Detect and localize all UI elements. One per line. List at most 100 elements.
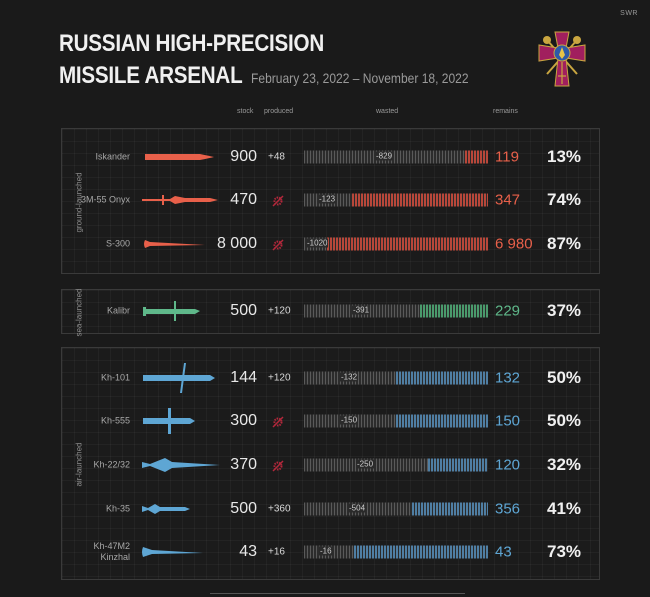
wasted-segment: -16 — [304, 545, 354, 559]
remains-percent: 50% — [547, 411, 582, 430]
wasted-value: -132 — [340, 372, 359, 382]
missile-name: Kalibr — [106, 305, 130, 316]
missile-name: Iskander — [95, 151, 130, 162]
table-row: Kh-101 144 +120 -132 132 50% — [0, 363, 650, 393]
remains-value: 120 — [495, 456, 521, 474]
stock-value: 470 — [230, 191, 257, 208]
remaining-bar: -1020 — [304, 237, 488, 251]
missile-silhouette-icon — [143, 408, 195, 434]
table-row: Iskander 900 +48 -829 119 13% — [0, 142, 650, 172]
date-range: February 23, 2022 – November 18, 2022 — [251, 70, 469, 86]
remaining-bar: -150 — [304, 414, 488, 428]
missile-silhouette-icon — [142, 504, 190, 514]
stock-value: 300 — [230, 412, 257, 429]
missile-name: Kh-555 — [100, 415, 130, 426]
wasted-value: -150 — [340, 415, 359, 425]
remains-segment — [352, 193, 488, 207]
missile-name: Kh-22/32 — [93, 459, 130, 470]
stock-value: 500 — [230, 500, 257, 517]
remains-percent: 73% — [547, 542, 582, 561]
remains-percent: 50% — [547, 368, 582, 387]
stock-value: 8 000 — [216, 235, 257, 252]
column-header-produced: produced — [264, 108, 294, 115]
column-header-stock: stock — [237, 108, 254, 115]
missile-silhouette-icon — [143, 363, 215, 393]
wasted-value: -504 — [348, 503, 367, 513]
remains-segment — [396, 414, 488, 428]
remains-value: 43 — [495, 543, 512, 561]
remains-value: 356 — [495, 500, 521, 518]
stock-value: 500 — [230, 302, 257, 319]
missile-name: Kh-47M2 Kinzhal — [93, 541, 130, 562]
emblem-icon — [538, 31, 586, 87]
credit-label: SWR — [620, 10, 638, 17]
wasted-value: -829 — [375, 151, 394, 161]
bottom-divider — [210, 593, 465, 594]
page-title: RUSSIAN HIGH-PRECISION MISSILE ARSENAL Fe… — [59, 28, 469, 94]
remaining-bar: -250 — [304, 458, 488, 472]
remains-value: 347 — [495, 191, 521, 209]
remains-value: 119 — [495, 148, 519, 166]
missile-silhouette-icon — [145, 154, 214, 160]
remaining-bar: -391 — [304, 304, 488, 318]
table-row: 3M-55 Onyx 470 -123 347 74% — [0, 185, 650, 215]
missile-name: S-300 — [105, 238, 130, 249]
missile-silhouette-icon — [142, 195, 218, 205]
remains-percent: 87% — [547, 234, 582, 253]
wasted-value: -250 — [356, 459, 375, 469]
crossed-gear-icon — [272, 238, 284, 251]
remaining-bar: -504 — [304, 502, 488, 516]
remains-segment — [428, 458, 488, 472]
column-header-remains: remains — [493, 108, 518, 115]
wasted-segment: -123 — [304, 193, 352, 207]
missile-silhouette-icon — [142, 547, 203, 557]
title-line-2: MISSILE ARSENAL — [59, 62, 243, 89]
stock-value: 900 — [230, 148, 257, 165]
remains-segment — [412, 502, 488, 516]
table-row: S-300 8 000 -1020 6 980 87% — [0, 229, 650, 259]
remains-percent: 13% — [547, 147, 582, 166]
missile-silhouette-icon — [144, 240, 205, 248]
crossed-gear-icon — [272, 194, 284, 207]
wasted-value: -1020 — [306, 238, 329, 248]
remaining-bar: -16 — [304, 545, 488, 559]
table-row: Kh-22/32 370 -250 120 32% — [0, 450, 650, 480]
remains-segment — [327, 237, 488, 251]
remaining-bar: -132 — [304, 371, 488, 385]
wasted-segment: -391 — [304, 304, 420, 318]
missile-name: 3M-55 Onyx — [80, 194, 130, 205]
wasted-segment: -504 — [304, 502, 412, 516]
table-row: Kh-555 300 -150 150 50% — [0, 406, 650, 436]
missile-silhouette-icon — [142, 458, 220, 472]
table-row: Kh-35 500 +360 -504 356 41% — [0, 494, 650, 524]
produced-value: +120 — [268, 372, 291, 384]
stock-value: 144 — [230, 369, 257, 386]
wasted-segment: -150 — [304, 414, 396, 428]
stock-value: 370 — [230, 456, 257, 473]
remains-segment — [354, 545, 488, 559]
remains-percent: 74% — [547, 190, 582, 209]
wasted-segment: -829 — [304, 150, 465, 164]
missile-name: Kh-35 — [105, 503, 130, 514]
wasted-value: -123 — [318, 194, 337, 204]
remains-value: 6 980 — [495, 235, 533, 253]
wasted-segment: -250 — [304, 458, 428, 472]
remains-percent: 32% — [547, 455, 582, 474]
remains-segment — [420, 304, 488, 318]
remains-value: 132 — [495, 369, 521, 387]
remains-percent: 41% — [547, 499, 582, 518]
produced-value: +360 — [268, 503, 291, 515]
table-row: Kalibr 500 +120 -391 229 37% — [0, 296, 650, 326]
remaining-bar: -829 — [304, 150, 488, 164]
missile-silhouette-icon — [143, 301, 200, 321]
crossed-gear-icon — [272, 415, 284, 428]
remaining-bar: -123 — [304, 193, 488, 207]
missile-name: Kh-101 — [100, 372, 130, 383]
remains-value: 150 — [495, 412, 521, 430]
crossed-gear-icon — [272, 459, 284, 472]
produced-value: +48 — [268, 151, 285, 163]
wasted-segment: -132 — [304, 371, 396, 385]
produced-value: +16 — [268, 546, 285, 558]
title-line-1: RUSSIAN HIGH-PRECISION — [59, 30, 324, 57]
produced-value: +120 — [268, 305, 291, 317]
